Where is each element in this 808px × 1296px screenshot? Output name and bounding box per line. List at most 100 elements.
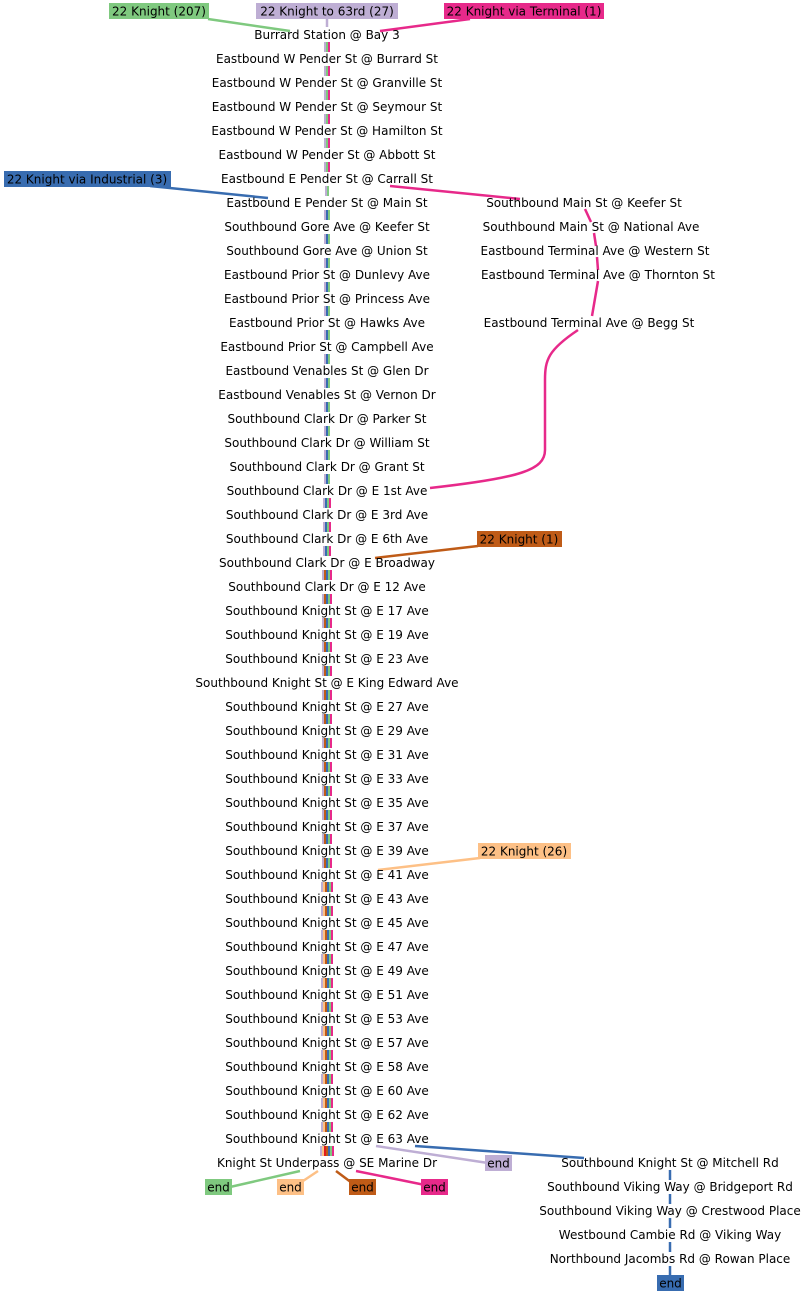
industrial-branch-stop-label: Southbound Viking Way @ Bridgeport Rd bbox=[547, 1180, 793, 1194]
route-kterm-branch-seg bbox=[592, 232, 598, 247]
stop-label: Southbound Knight St @ E 51 Ave bbox=[225, 988, 428, 1002]
end-badge-k63-label: end bbox=[487, 1157, 510, 1171]
stop-label: Eastbound Venables St @ Vernon Dr bbox=[218, 388, 435, 402]
stop-label: Eastbound W Pender St @ Granville St bbox=[212, 76, 443, 90]
route-kterm-branch-seg bbox=[595, 256, 600, 271]
stop-label: Eastbound W Pender St @ Burrard St bbox=[216, 52, 438, 66]
stop-label: Southbound Clark Dr @ Grant St bbox=[229, 460, 424, 474]
route-badge-kterm: 22 Knight via Terminal (1) bbox=[444, 3, 604, 19]
stop-label: Southbound Knight St @ E 57 Ave bbox=[225, 1036, 428, 1050]
route-badge-kterm-label: 22 Knight via Terminal (1) bbox=[447, 5, 602, 19]
terminal-branch-stop-label: Eastbound Terminal Ave @ Begg St bbox=[484, 316, 695, 330]
stop-label: Southbound Knight St @ E 33 Ave bbox=[225, 772, 428, 786]
end-badge-kterm-label: end bbox=[423, 1181, 446, 1195]
end-badge-kterm: end bbox=[421, 1179, 448, 1195]
route-k26-start-line bbox=[377, 856, 481, 872]
stop-label: Southbound Knight St @ E 43 Ave bbox=[225, 892, 428, 906]
stop-label: Eastbound Prior St @ Dunlevy Ave bbox=[224, 268, 430, 282]
stop-labels: Burrard Station @ Bay 3 Eastbound W Pende… bbox=[195, 28, 800, 1266]
end-badge-k207: end bbox=[205, 1179, 232, 1195]
stop-label: Southbound Clark Dr @ E Broadway bbox=[219, 556, 435, 570]
stop-label: Southbound Knight St @ E King Edward Ave bbox=[195, 676, 458, 690]
stop-label: Eastbound Prior St @ Princess Ave bbox=[224, 292, 430, 306]
end-badge-k1: end bbox=[349, 1179, 376, 1195]
stop-label: Southbound Knight St @ E 62 Ave bbox=[225, 1108, 428, 1122]
route-kterm-branch-seg bbox=[583, 208, 593, 223]
stop-label: Burrard Station @ Bay 3 bbox=[254, 28, 399, 42]
stop-label: Southbound Knight St @ E 27 Ave bbox=[225, 700, 428, 714]
industrial-branch-stop-label: Northbound Jacombs Rd @ Rowan Place bbox=[550, 1252, 791, 1266]
stop-label: Eastbound W Pender St @ Abbott St bbox=[218, 148, 435, 162]
stop-label: Southbound Knight St @ E 31 Ave bbox=[225, 748, 428, 762]
end-badge-kind: end bbox=[657, 1275, 684, 1291]
route-badge-k1-label: 22 Knight (1) bbox=[480, 533, 559, 547]
route-badge-k207: 22 Knight (207) bbox=[109, 3, 209, 19]
stop-label: Southbound Knight St @ E 19 Ave bbox=[225, 628, 428, 642]
stop-label: Southbound Clark Dr @ E 1st Ave bbox=[227, 484, 428, 498]
stop-label: Southbound Gore Ave @ Keefer St bbox=[224, 220, 430, 234]
route-kterm-end-line bbox=[355, 1169, 426, 1187]
end-badge-k63: end bbox=[485, 1155, 512, 1171]
stop-label: Southbound Knight St @ E 45 Ave bbox=[225, 916, 428, 930]
industrial-branch-stop-label: Southbound Viking Way @ Crestwood Place bbox=[539, 1204, 800, 1218]
stop-label: Southbound Knight St @ E 47 Ave bbox=[225, 940, 428, 954]
terminal-branch-stop-label: Southbound Main St @ National Ave bbox=[483, 220, 700, 234]
route-badge-kind: 22 Knight via Industrial (3) bbox=[4, 171, 171, 187]
stop-label: Southbound Knight St @ E 58 Ave bbox=[225, 1060, 428, 1074]
route-badge-k63-label: 22 Knight to 63rd (27) bbox=[260, 5, 394, 19]
route-k207-start-line bbox=[207, 17, 291, 33]
stop-label: Southbound Knight St @ E 17 Ave bbox=[225, 604, 428, 618]
stop-label: Eastbound E Pender St @ Carrall St bbox=[221, 172, 433, 186]
route-kind-start-line bbox=[149, 184, 269, 200]
stop-label: Southbound Knight St @ E 39 Ave bbox=[225, 844, 428, 858]
route-k207-end-line bbox=[229, 1169, 301, 1189]
stop-label: Southbound Knight St @ E 63 Ave bbox=[225, 1132, 428, 1146]
stop-label: Southbound Gore Ave @ Union St bbox=[226, 244, 428, 258]
end-badge-k26-label: end bbox=[279, 1181, 302, 1195]
stop-label: Southbound Knight St @ E 41 Ave bbox=[225, 868, 428, 882]
route-kterm-branch-return bbox=[429, 328, 579, 490]
terminal-branch-stop-label: Eastbound Terminal Ave @ Western St bbox=[481, 244, 710, 258]
stop-label: Eastbound Venables St @ Glen Dr bbox=[225, 364, 428, 378]
route-badge-kind-label: 22 Knight via Industrial (3) bbox=[7, 173, 167, 187]
terminal-branch-stop-label: Southbound Main St @ Keefer St bbox=[486, 196, 682, 210]
route-k1-start-line bbox=[374, 544, 479, 560]
stop-label: Eastbound E Pender St @ Main St bbox=[226, 196, 427, 210]
route-badge-k1: 22 Knight (1) bbox=[477, 531, 562, 547]
route-kterm-branch-seg bbox=[590, 280, 600, 317]
end-badge-k26: end bbox=[277, 1179, 304, 1195]
route-kterm-branch-out bbox=[389, 184, 521, 201]
stop-label: Eastbound W Pender St @ Seymour St bbox=[212, 100, 443, 114]
route-edges bbox=[149, 17, 672, 1276]
stop-label: Southbound Knight St @ E 37 Ave bbox=[225, 820, 428, 834]
route-badge-k26-label: 22 Knight (26) bbox=[481, 845, 567, 859]
route-k63-end-line bbox=[375, 1144, 489, 1165]
stop-label: Knight St Underpass @ SE Marine Dr bbox=[217, 1156, 437, 1170]
stop-label: Southbound Clark Dr @ E 12 Ave bbox=[228, 580, 426, 594]
stop-label: Eastbound W Pender St @ Hamilton St bbox=[211, 124, 442, 138]
stop-label: Southbound Knight St @ E 60 Ave bbox=[225, 1084, 428, 1098]
route-kind-branch-out bbox=[414, 1144, 585, 1160]
end-badge-k207-label: end bbox=[207, 1181, 230, 1195]
stop-label: Southbound Knight St @ E 29 Ave bbox=[225, 724, 428, 738]
route-kterm-start-line bbox=[379, 17, 471, 33]
industrial-branch-stop-label: Southbound Knight St @ Mitchell Rd bbox=[561, 1156, 778, 1170]
stop-label: Southbound Knight St @ E 53 Ave bbox=[225, 1012, 428, 1026]
terminal-branch-stop-label: Eastbound Terminal Ave @ Thornton St bbox=[481, 268, 715, 282]
stop-label: Eastbound Prior St @ Hawks Ave bbox=[229, 316, 425, 330]
stop-label: Southbound Knight St @ E 49 Ave bbox=[225, 964, 428, 978]
route-badge-k207-label: 22 Knight (207) bbox=[112, 5, 206, 19]
stop-label: Southbound Knight St @ E 35 Ave bbox=[225, 796, 428, 810]
stop-label: Southbound Clark Dr @ E 6th Ave bbox=[226, 532, 428, 546]
end-badge-kind-label: end bbox=[659, 1277, 682, 1291]
stop-label: Southbound Clark Dr @ William St bbox=[224, 436, 429, 450]
stop-label: Southbound Knight St @ E 23 Ave bbox=[225, 652, 428, 666]
stop-label: Eastbound Prior St @ Campbell Ave bbox=[220, 340, 433, 354]
end-badge-k1-label: end bbox=[351, 1181, 374, 1195]
route-badge-k63: 22 Knight to 63rd (27) bbox=[256, 3, 398, 19]
industrial-branch-stop-label: Westbound Cambie Rd @ Viking Way bbox=[559, 1228, 781, 1242]
route-badge-k26: 22 Knight (26) bbox=[478, 843, 571, 859]
stop-label: Southbound Clark Dr @ Parker St bbox=[227, 412, 426, 426]
stop-label: Southbound Clark Dr @ E 3rd Ave bbox=[226, 508, 428, 522]
